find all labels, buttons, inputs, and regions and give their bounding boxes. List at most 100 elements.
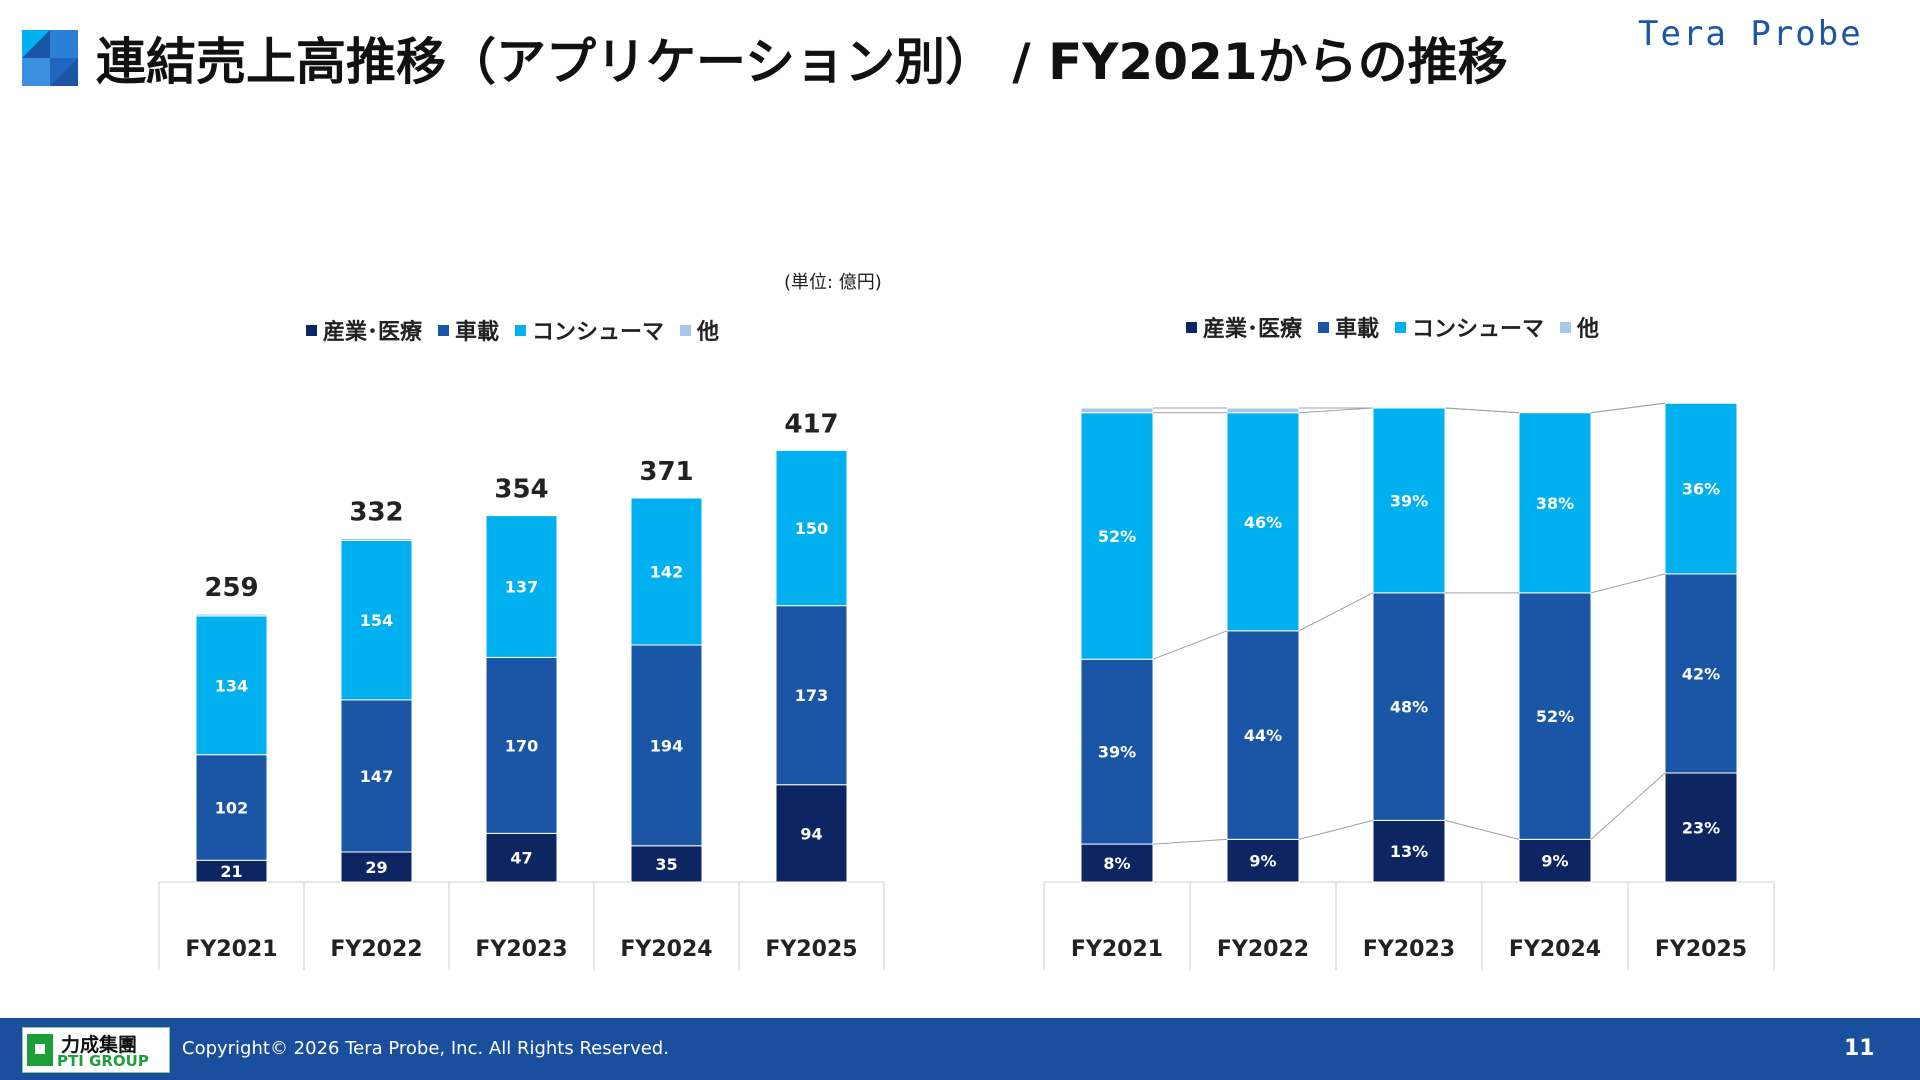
tera-probe-logo: Tera Probe [1638, 14, 1863, 54]
series-connector-line [1298, 819, 1374, 840]
total-label: 332 [349, 497, 403, 527]
data-label: 147 [360, 767, 393, 786]
bar-segment [1080, 407, 1154, 414]
legend-label: コンシューマ [532, 320, 665, 345]
legend-swatch [1318, 321, 1330, 333]
bar-segment [195, 613, 268, 617]
category-label: FY2021 [1071, 937, 1163, 962]
total-label: 259 [204, 573, 258, 603]
legend-label: 他 [1577, 317, 1600, 342]
legend-swatch [515, 324, 527, 336]
group-logo-chinese: 力成集團 [61, 1034, 138, 1056]
series-connector-line [1444, 819, 1520, 840]
category-label: FY2025 [1655, 937, 1747, 962]
series-connector-line [1298, 592, 1374, 632]
data-label: 52% [1098, 527, 1136, 546]
bar-segment [1080, 412, 1154, 660]
bar-segment [340, 537, 413, 541]
bar-segment [485, 515, 558, 658]
total-label: 354 [494, 475, 548, 505]
bar-segment [1226, 838, 1300, 883]
data-label: 21 [220, 862, 242, 881]
data-label: 9% [1249, 852, 1276, 871]
category-label: FY2021 [185, 937, 277, 962]
category-label: FY2025 [765, 937, 857, 962]
data-label: 47 [510, 849, 532, 868]
bar-segment [1372, 819, 1446, 883]
data-label: 52% [1536, 707, 1574, 726]
series-connector-line [1152, 630, 1228, 660]
data-label: 39% [1390, 491, 1428, 510]
data-label: 9% [1541, 852, 1568, 871]
bar-segment [485, 656, 558, 834]
copyright-text: Copyright© 2026 Tera Probe, Inc. All Rig… [182, 1038, 669, 1059]
bar-segment [195, 615, 268, 756]
legend-label: 他 [697, 320, 720, 345]
data-label: 170 [505, 736, 538, 755]
series-connector-line [1590, 772, 1666, 840]
bar-segment [1518, 412, 1592, 594]
unit-note: (単位: 億円) [784, 272, 882, 293]
data-label: 44% [1244, 726, 1282, 745]
category-label: FY2022 [1217, 937, 1309, 962]
data-label: 194 [650, 736, 683, 755]
series-connector-line [1590, 402, 1666, 414]
series-connector-line [1152, 838, 1228, 845]
legend-left: 産業･医療 車載 コンシューマ 他 [306, 314, 719, 346]
legend-right: 産業･医療 車載 コンシューマ 他 [1186, 311, 1599, 343]
data-label: 36% [1682, 480, 1720, 499]
legend-swatch [680, 324, 692, 336]
data-label: 173 [795, 686, 828, 705]
series-connector-line [1444, 407, 1520, 414]
bar-segment [1664, 402, 1738, 575]
bar-segment [340, 699, 413, 853]
category-label: FY2023 [475, 937, 567, 962]
total-label: 371 [639, 457, 693, 487]
data-label: 150 [795, 519, 828, 538]
legend-item: コンシューマ [1395, 311, 1544, 343]
data-label: 154 [360, 611, 393, 630]
page-number: 11 [1844, 1036, 1875, 1061]
legend-swatch [438, 324, 450, 336]
legend-swatch [1560, 321, 1572, 333]
title-logo-icon [22, 30, 78, 86]
legend-swatch [1395, 321, 1407, 333]
legend-item: 産業･医療 [1186, 311, 1302, 343]
legend-label: 産業･医療 [1203, 317, 1303, 342]
data-label: 39% [1098, 743, 1136, 762]
series-connector-line [1298, 407, 1374, 414]
bar-segment [1226, 630, 1300, 840]
bar-segment [775, 449, 848, 607]
legend-item: コンシューマ [515, 314, 664, 346]
pti-group-logo: 力成集團 PTI GROUP [22, 1027, 170, 1073]
category-label: FY2023 [1363, 937, 1455, 962]
legend-item: 他 [1560, 311, 1599, 343]
data-label: 23% [1682, 818, 1720, 837]
legend-item: 他 [680, 314, 719, 346]
bar-segment [630, 497, 703, 646]
sales-by-application-chart: 21 102 134 FY2021 259 29 147 154 FY2022 332 47 170 1… [158, 409, 885, 970]
bar-segment [485, 832, 558, 883]
bar-segment [340, 851, 413, 883]
group-logo-english: PTI GROUP [57, 1052, 149, 1070]
legend-item: 車載 [438, 314, 499, 346]
category-label: FY2024 [1509, 937, 1601, 962]
legend-item: 産業･医療 [306, 314, 422, 346]
bar-segment [630, 845, 703, 883]
bar-segment [775, 605, 848, 786]
legend-label: コンシューマ [1412, 317, 1545, 342]
legend-swatch [306, 324, 317, 336]
total-label: 417 [784, 409, 838, 439]
bar-segment [340, 539, 413, 701]
category-label: FY2024 [620, 937, 712, 962]
data-label: 48% [1390, 698, 1428, 717]
bar-segment [1518, 592, 1592, 840]
data-label: 46% [1244, 513, 1282, 532]
bar-segment [1226, 407, 1300, 414]
data-label: 94 [800, 824, 822, 843]
category-label: FY2022 [330, 937, 422, 962]
data-label: 142 [650, 563, 683, 582]
data-label: 13% [1390, 842, 1428, 861]
data-label: 29 [365, 858, 387, 877]
bar-segment [1372, 592, 1446, 821]
